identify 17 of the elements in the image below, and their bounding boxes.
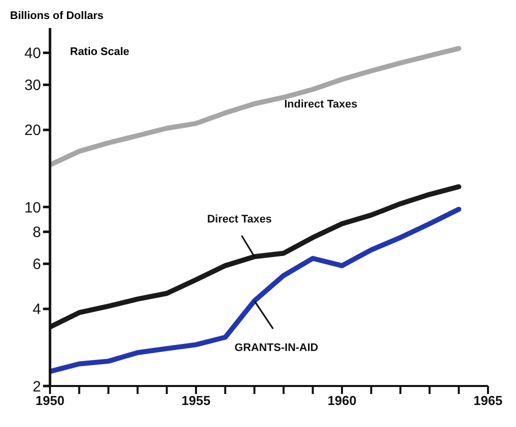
x-tick-label: 1960 <box>328 393 356 408</box>
x-tick-label: 1965 <box>474 393 502 408</box>
series-label: Indirect Taxes <box>284 98 358 110</box>
x-tick-label: 1950 <box>36 393 64 408</box>
y-tick-label: 4 <box>32 301 41 318</box>
y-tick-label: 40 <box>24 45 41 62</box>
y-tick-label: 2 <box>32 378 41 396</box>
y-tick-label: 10 <box>24 199 41 216</box>
annotation: Ratio Scale <box>70 46 130 58</box>
text: Direct Taxes <box>207 214 272 226</box>
y-tick-label: 8 <box>32 224 41 242</box>
x-tick-label: 1955 <box>182 393 210 408</box>
y-tick-label: 6 <box>32 256 41 274</box>
y-axis-title: Billions of Dollars <box>10 10 104 22</box>
y-tick-label: 30 <box>24 77 41 94</box>
series-label: GRANTS-IN-AID <box>234 342 318 354</box>
y-tick-label: 20 <box>24 122 41 140</box>
